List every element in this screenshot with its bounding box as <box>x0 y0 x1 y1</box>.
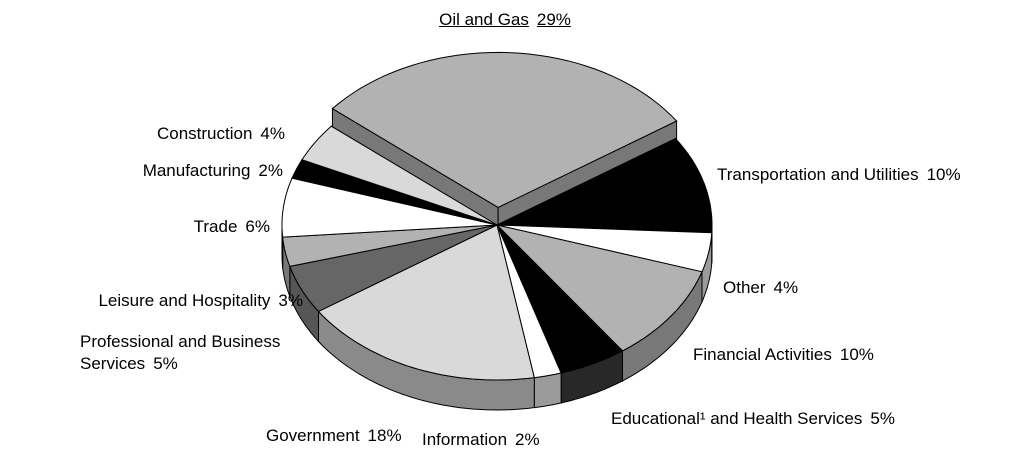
value-label: 10% <box>839 345 874 364</box>
value-label: 5% <box>870 409 895 428</box>
value-label: 2% <box>258 161 283 180</box>
slice-label: Trade 6% <box>194 216 270 238</box>
category-label: Trade <box>193 217 238 236</box>
slice-label: Oil and Gas 29% <box>439 9 571 31</box>
category-label: Government <box>266 426 360 445</box>
slice <box>496 224 562 379</box>
slice-label: Government 18% <box>266 425 402 447</box>
value-label: 6% <box>245 217 270 236</box>
category-label: Other <box>723 278 766 297</box>
category-label: Educational¹ and Health Services <box>611 409 863 428</box>
category-label: Construction <box>156 124 253 143</box>
slice <box>496 224 624 374</box>
category-label: Transportation and Utilities <box>717 165 919 184</box>
slice <box>331 51 678 208</box>
slice-side <box>533 372 562 409</box>
category-label: Financial Activities <box>693 345 832 364</box>
slice-label: Other 4% <box>723 277 798 299</box>
slice <box>282 224 498 267</box>
category-label: Professional and Business Services <box>80 332 281 373</box>
slice <box>317 224 535 381</box>
slice <box>496 224 713 273</box>
value-label: 5% <box>153 354 178 373</box>
slice-label: Educational¹ and Health Services 5% <box>611 408 895 430</box>
slice-label: Leisure and Hospitality 3% <box>98 290 303 312</box>
slice-label: Transportation and Utilities 10% <box>717 164 961 186</box>
value-label: 4% <box>773 278 799 297</box>
slice-label: Professional and Business Services 5% <box>80 331 310 375</box>
slice-label: Financial Activities 10% <box>693 344 874 366</box>
slice-label: Information 2% <box>422 429 540 451</box>
slice <box>495 224 703 352</box>
value-label: 18% <box>367 426 402 445</box>
slice <box>291 159 498 226</box>
value-label: 10% <box>926 165 961 184</box>
value-label: 4% <box>260 124 285 143</box>
slice <box>496 137 713 234</box>
category-label: Leisure and Hospitality <box>98 291 271 310</box>
slice <box>281 177 498 238</box>
value-label: 2% <box>515 430 540 449</box>
slice-label: Manufacturing 2% <box>143 160 283 182</box>
category-label: Oil and Gas <box>439 10 529 29</box>
value-label: 3% <box>278 291 303 310</box>
category-label: Manufacturing <box>142 161 251 180</box>
category-label: Information <box>422 430 508 449</box>
slice <box>301 125 498 226</box>
value-label: 29% <box>536 10 571 29</box>
slice <box>289 224 498 313</box>
slice-label: Construction 4% <box>157 123 285 145</box>
